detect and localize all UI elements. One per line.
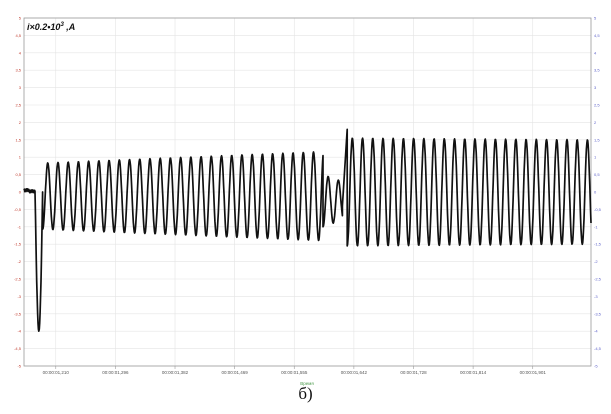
x-tick-label: 00:00:01,728 — [400, 370, 427, 375]
y-tick-label-right: 1,5 — [594, 137, 600, 142]
grid — [24, 17, 591, 367]
y-tick-label-left: 3,5 — [15, 68, 21, 73]
figure-caption: б) — [298, 384, 313, 403]
x-tick-label: 00:00:01,469 — [221, 370, 248, 375]
y-tick-label-right: -5 — [594, 364, 598, 369]
y-tick-label-right: -2,5 — [594, 277, 602, 282]
x-tick-label: 00:00:01,901 — [520, 370, 547, 375]
y-tick-label-left: -2,5 — [14, 277, 22, 282]
y-tick-label-right: 5 — [594, 16, 597, 21]
y-tick-label-right: 4 — [594, 50, 597, 55]
y-tick-label-right: -1 — [594, 224, 598, 229]
y-tick-label-left: 0,5 — [15, 172, 21, 177]
y-tick-label-right: 0 — [594, 190, 597, 195]
y-tick-label-right: -4 — [594, 329, 598, 334]
y-tick-label-right: -2 — [594, 259, 598, 264]
y-tick-label-right: 3 — [594, 85, 597, 90]
x-tick-label: 00:00:01,210 — [43, 370, 70, 375]
y-tick-label-left: 0 — [19, 190, 22, 195]
y-tick-label-right: 1 — [594, 155, 597, 160]
y-tick-label-left: 4 — [19, 50, 22, 55]
y-axis-label: i×0.2•103 ,A — [27, 22, 75, 32]
y-tick-label-left: -4 — [17, 329, 21, 334]
x-tick-label: 00:00:01,296 — [102, 370, 129, 375]
y-tick-label-right: 2,5 — [594, 103, 600, 108]
y-tick-label-left: 4,5 — [15, 33, 21, 38]
y-tick-label-left: 2 — [19, 120, 22, 125]
y-tick-label-left: 3 — [19, 85, 22, 90]
plot-frame — [23, 17, 592, 367]
y-tick-label-left: -3,5 — [14, 311, 22, 316]
y-tick-label-right: 2 — [594, 120, 597, 125]
y-tick-label-left: 5 — [19, 16, 22, 21]
x-axis-label: Время — [300, 381, 314, 386]
y-tick-label-right: 4,5 — [594, 33, 600, 38]
y-tick-label-right: -3 — [594, 294, 598, 299]
y-tick-label-right: -4,5 — [594, 346, 602, 351]
y-tick-label-right: -0,5 — [594, 207, 602, 212]
y-tick-label-left: -4,5 — [14, 346, 22, 351]
y-tick-label-left: -3 — [17, 294, 21, 299]
current-waveform-line — [23, 128, 592, 333]
x-tick-label: 00:00:01,555 — [281, 370, 308, 375]
y-tick-label-left: -1 — [17, 224, 21, 229]
x-tick-label: 00:00:01,382 — [162, 370, 189, 375]
x-axis: 00:00:01,210 00:00:01,296 00:00:01,382 00:0… — [43, 366, 547, 375]
y-tick-label-left: -2 — [17, 259, 21, 264]
y-tick-label-left: -1,5 — [14, 242, 22, 247]
y-tick-label-left: 1,5 — [15, 137, 21, 142]
y-tick-label-left: 2,5 — [15, 103, 21, 108]
y-tick-label-right: -1,5 — [594, 242, 602, 247]
y-tick-label-left: 1 — [19, 155, 22, 160]
y-tick-label-left: -5 — [17, 364, 21, 369]
y-tick-label-right: -3,5 — [594, 311, 602, 316]
x-tick-label: 00:00:01,642 — [341, 370, 368, 375]
x-tick-label: 00:00:01,814 — [460, 370, 487, 375]
y-tick-label-right: 3,5 — [594, 68, 600, 73]
y-axis-left: 5 4,5 4 3,5 3 2,5 2 1,5 1 0,5 0 -0,5 -1 -1,5 -2 -2,5 -3 -… — [14, 16, 22, 369]
y-tick-label-right: 0,5 — [594, 172, 600, 177]
y-axis-right: 5 4,5 4 3,5 3 2,5 2 1,5 1 0,5 0 -0,5 -1 -1,5 -2 -2,5 -3 -… — [594, 16, 602, 369]
y-tick-label-left: -0,5 — [14, 207, 22, 212]
